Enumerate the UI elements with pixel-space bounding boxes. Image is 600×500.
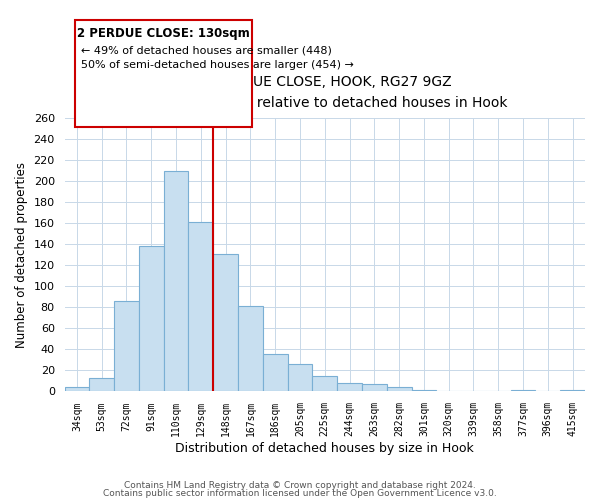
Text: ← 49% of detached houses are smaller (448): ← 49% of detached houses are smaller (44… [81, 45, 332, 55]
Bar [213, 254, 238, 392]
Bar [337, 383, 362, 392]
Text: Contains HM Land Registry data © Crown copyright and database right 2024.: Contains HM Land Registry data © Crown c… [124, 481, 476, 490]
Bar [188, 222, 213, 392]
Text: Contains public sector information licensed under the Open Government Licence v3: Contains public sector information licen… [103, 488, 497, 498]
Bar [412, 390, 436, 392]
Bar [263, 354, 287, 392]
Text: 50% of semi-detached houses are larger (454) →: 50% of semi-detached houses are larger (… [81, 60, 354, 70]
Bar [139, 246, 164, 392]
Bar [238, 306, 263, 392]
Bar [560, 390, 585, 392]
Y-axis label: Number of detached properties: Number of detached properties [15, 162, 28, 348]
Bar [511, 390, 535, 392]
X-axis label: Distribution of detached houses by size in Hook: Distribution of detached houses by size … [175, 442, 474, 455]
Bar [313, 376, 337, 392]
Bar [164, 172, 188, 392]
Bar [89, 378, 114, 392]
Bar [114, 301, 139, 392]
Bar [387, 388, 412, 392]
Bar [362, 384, 387, 392]
Bar [65, 388, 89, 392]
Title: 2, PERDUE CLOSE, HOOK, RG27 9GZ
Size of property relative to detached houses in : 2, PERDUE CLOSE, HOOK, RG27 9GZ Size of … [142, 75, 508, 110]
Bar [287, 364, 313, 392]
Text: 2 PERDUE CLOSE: 130sqm: 2 PERDUE CLOSE: 130sqm [77, 28, 250, 40]
